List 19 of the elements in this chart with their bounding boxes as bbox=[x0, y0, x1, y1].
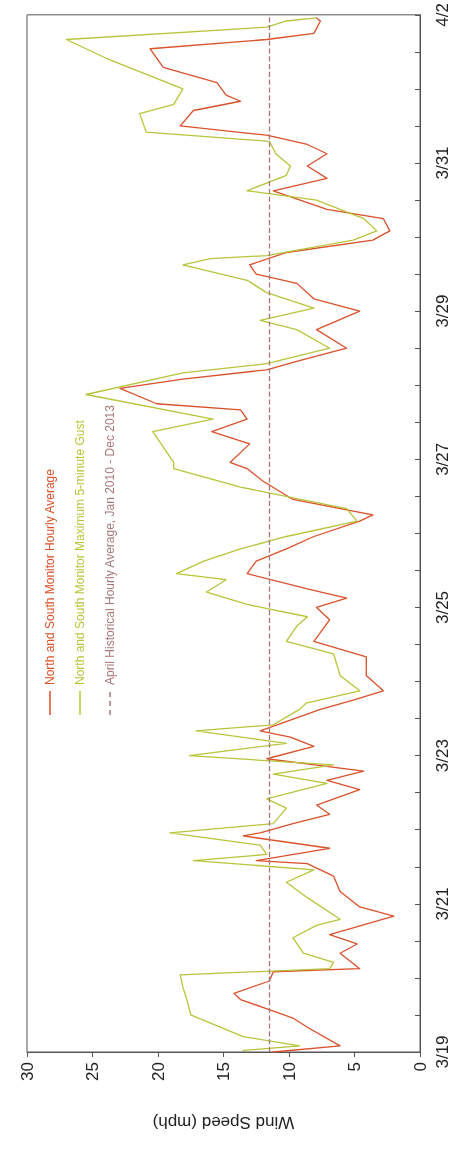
x-tick-label: 0 bbox=[410, 1062, 430, 1072]
y-tick-label: 3/19 bbox=[433, 1035, 452, 1069]
y-tick-label: 4/2 bbox=[433, 3, 452, 27]
ref-line-label: April Historical Hourly Average, Jan 2010 - Dec 2013 bbox=[103, 404, 117, 685]
y-tick-label: 3/23 bbox=[433, 739, 452, 773]
y-tick-label: 3/25 bbox=[433, 590, 452, 625]
x-tick-label: 25 bbox=[83, 1062, 102, 1081]
x-tick-label: 5 bbox=[345, 1062, 364, 1072]
y-tick-label: 3/29 bbox=[433, 294, 452, 328]
x-tick-label: 20 bbox=[148, 1062, 168, 1081]
x-tick-label: 15 bbox=[214, 1062, 233, 1081]
x-tick-label: 30 bbox=[17, 1062, 37, 1081]
y-tick-label: 3/31 bbox=[433, 146, 452, 180]
x-tick-label: 10 bbox=[279, 1062, 299, 1081]
text: North and South Monitor Hourly Average bbox=[43, 468, 57, 685]
y-tick-label: 3/21 bbox=[433, 887, 452, 921]
text: North and South Monitor Maximum 5-minute Gust bbox=[73, 419, 87, 685]
x-axis-title: Wind Speed (mph) bbox=[152, 1113, 295, 1132]
y-tick-label: 3/27 bbox=[433, 442, 452, 476]
